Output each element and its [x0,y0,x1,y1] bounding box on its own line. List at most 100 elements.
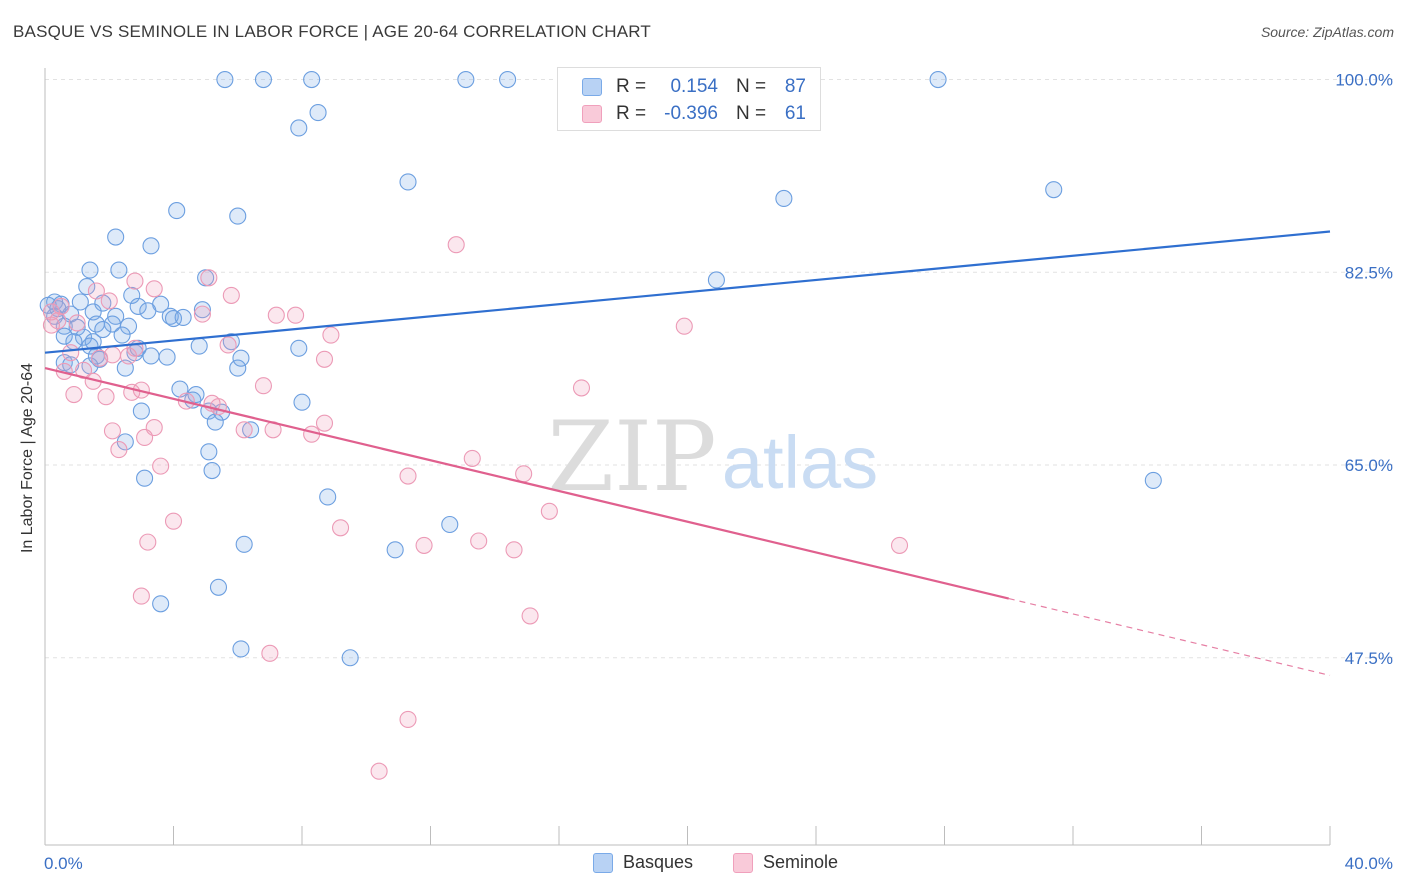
x-tick-label: 40.0% [1345,854,1393,873]
basques-point [55,354,73,372]
y-tick-label: 100.0% [1335,71,1393,90]
legend-row-basques: R = 0.154 N = 87 [582,75,806,99]
basques-point [929,70,947,89]
seminole-point [267,306,285,324]
y-tick-label: 47.5% [1345,649,1393,668]
series-legend: Basques Seminole [0,852,1406,876]
x-tick-label: 0.0% [44,854,83,873]
basques-point [499,70,517,89]
basques-point [142,237,160,255]
seminole-point [261,644,279,662]
basques-point [78,278,96,296]
seminole-point [100,292,118,310]
seminole-point [515,465,533,483]
basques-point [139,302,157,320]
basques-point [168,202,186,220]
n-label: N = [736,76,767,97]
seminole-point [200,269,218,287]
basques-point [254,70,273,89]
seminole-point [463,449,481,467]
basques-point [386,541,404,559]
seminole-n-value: 61 [784,103,806,124]
seminole-point [415,536,433,554]
axes [44,68,1331,846]
seminole-r-value: -0.396 [664,103,718,124]
basques-trend-line [44,230,1331,354]
basques-point [441,515,459,534]
seminole-point [521,607,539,625]
seminole-point [65,385,83,404]
stats-legend: R = 0.154 N = 87 R = -0.396 N = 61 [557,67,821,131]
tick-labels: 47.5% 65.0% 82.5% 100.0% 0.0% 40.0% [44,71,1393,873]
basques-point [319,488,337,506]
seminole-point [91,349,109,367]
basques-point [1144,471,1162,489]
seminole-point [145,280,163,298]
basques-point [187,385,205,404]
seminole-point [87,282,105,300]
basques-point [81,337,99,355]
chart-title: BASQUE VS SEMINOLE IN LABOR FORCE | AGE … [13,22,651,41]
seminole-point [222,286,240,304]
basques-point [775,189,793,208]
seminole-point [97,388,115,406]
seminole-point [164,512,183,530]
seminole-point [193,305,211,323]
seminole-point [540,502,558,520]
data-points [39,70,1162,780]
seminole-trend-extension [1008,597,1331,676]
basques-r-value: 0.154 [670,76,718,97]
basques-point [71,293,89,311]
r-label: R = [616,103,647,124]
seminole-point [370,762,388,780]
seminole-point [254,377,273,395]
seminole-point [42,316,60,334]
legend-item-basques[interactable]: Basques [593,852,693,873]
basques-point [232,640,250,658]
basques-point [229,207,247,225]
basques-point [142,347,160,365]
seminole-point [399,467,417,485]
basques-point [232,349,250,367]
basques-point [55,327,73,345]
basques-point [290,339,308,357]
seminole-swatch [582,105,602,123]
basques-point [94,320,112,339]
basques-point [113,326,131,344]
basques-point [290,119,308,137]
legend-item-seminole[interactable]: Seminole [733,852,838,873]
seminole-point [139,533,157,551]
basques-point [203,461,221,480]
basques-point [158,348,176,366]
watermark-atlas: atlas [722,421,878,504]
basques-point [119,317,138,335]
basques-point [200,443,218,461]
basques-point [62,356,80,374]
basques-point [235,535,253,553]
basques-point [293,393,311,411]
seminole-point [132,587,150,605]
watermark: ZIP atlas [547,401,878,513]
basques-point [1045,181,1063,199]
basques-point [707,271,725,289]
source-label: Source: ZipAtlas.com [1260,24,1394,40]
basques-point [399,173,417,191]
gridlines [45,79,1395,659]
seminole-point [287,306,305,324]
seminole-point [68,314,86,332]
n-label: N = [736,103,767,124]
basques-legend-label: Basques [623,852,694,872]
basques-point [242,421,260,439]
seminole-point [315,350,334,368]
basques-point [152,595,170,613]
basques-point [161,307,179,325]
basques-point [209,578,228,596]
basques-point [457,70,475,89]
seminole-point [235,421,253,439]
basques-point [129,297,147,315]
seminole-point [52,297,70,315]
basques-legend-swatch [593,852,613,873]
seminole-trend-line [44,367,1010,600]
seminole-point [675,317,693,335]
